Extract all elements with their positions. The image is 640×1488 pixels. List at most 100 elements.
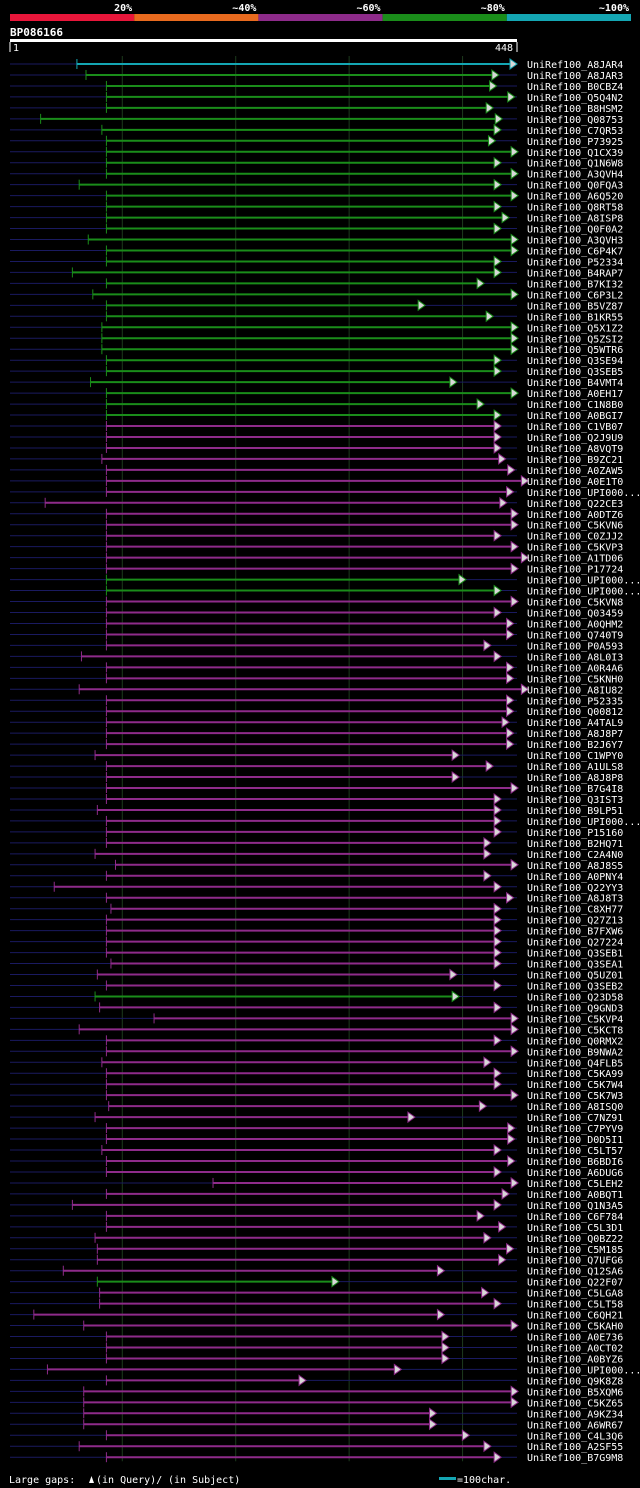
hit-label[interactable]: UniRef100_B0CBZ4 [527,82,623,93]
hit-row[interactable]: UniRef100_B4VMT4 [10,376,623,389]
hit-row[interactable]: UniRef100_Q08753 [10,112,623,126]
hit-row[interactable]: UniRef100_C1VB07 [10,420,623,433]
hit-row[interactable]: UniRef100_C6QH21 [10,1308,623,1322]
hit-row[interactable]: UniRef100_C5LGA8 [10,1286,623,1300]
hit-label[interactable]: UniRef100_B5XQM6 [527,1387,623,1398]
hit-label[interactable]: UniRef100_A1ULS8 [527,762,623,773]
hit-label[interactable]: UniRef100_Q3SE94 [527,356,623,367]
hit-row[interactable]: UniRef100_A0R4A6 [10,661,623,674]
hit-row[interactable]: UniRef100_B9ZC21 [10,452,623,466]
hit-row[interactable]: UniRef100_A0QHM2 [10,617,623,630]
hit-label[interactable]: UniRef100_A8J8T3 [527,894,623,905]
hit-label[interactable]: UniRef100_C1VB07 [527,422,623,433]
hit-label[interactable]: UniRef100_A6WR67 [527,1420,623,1431]
hit-row[interactable]: UniRef100_Q3IST3 [10,793,623,806]
hit-row[interactable]: UniRef100_A0BQT1 [10,1187,623,1201]
hit-row[interactable]: UniRef100_C5KAH0 [10,1319,623,1333]
hit-row[interactable]: UniRef100_C6P4K7 [10,244,623,257]
hit-row[interactable]: UniRef100_UPI000... [10,584,640,598]
hit-row[interactable]: UniRef100_A0CT02 [10,1341,623,1354]
hit-label[interactable]: UniRef100_P17724 [527,565,623,576]
hit-label[interactable]: UniRef100_UPI000... [527,488,640,499]
hit-row[interactable]: UniRef100_A3QVH3 [10,233,623,247]
hit-row[interactable]: UniRef100_B7KI32 [10,277,623,290]
hit-row[interactable]: UniRef100_Q3SEA1 [10,957,623,971]
hit-label[interactable]: UniRef100_Q740T9 [527,630,623,641]
hit-label[interactable]: UniRef100_Q27Z13 [527,916,623,927]
hit-row[interactable]: UniRef100_C5LT57 [10,1144,623,1157]
hit-label[interactable]: UniRef100_Q23D58 [527,992,623,1003]
hit-label[interactable]: UniRef100_B6BDI6 [527,1157,623,1168]
hit-label[interactable]: UniRef100_C5KVP4 [527,1014,623,1025]
hit-label[interactable]: UniRef100_Q2J9U9 [527,433,623,444]
hit-label[interactable]: UniRef100_A0BGI7 [527,411,623,422]
hit-row[interactable]: UniRef100_UPI000... [10,814,640,828]
hit-row[interactable]: UniRef100_C7PYV9 [10,1122,623,1135]
hit-row[interactable]: UniRef100_B1KR55 [10,310,623,323]
hit-label[interactable]: UniRef100_C5KVN6 [527,521,623,532]
hit-row[interactable]: UniRef100_B5XQM6 [10,1385,623,1398]
hit-label[interactable]: UniRef100_Q1CX39 [527,148,623,159]
hit-label[interactable]: UniRef100_Q22F07 [527,1278,623,1289]
hit-label[interactable]: UniRef100_C5KVP3 [527,543,623,554]
hit-label[interactable]: UniRef100_A0QHM2 [527,619,623,630]
hit-row[interactable]: UniRef100_C5KVN8 [10,595,623,609]
hit-row[interactable]: UniRef100_A8JAR3 [10,68,623,82]
hit-label[interactable]: UniRef100_A8ISQ0 [527,1102,623,1113]
hit-row[interactable]: UniRef100_A4TAL9 [10,716,623,729]
hit-row[interactable]: UniRef100_A0ZAW5 [10,463,623,477]
hit-row[interactable]: UniRef100_P15160 [10,825,623,839]
hit-row[interactable]: UniRef100_A0BGI7 [10,409,623,422]
hit-row[interactable]: UniRef100_A9KZ34 [10,1407,623,1420]
hit-label[interactable]: UniRef100_A3QVH3 [527,236,623,247]
hit-label[interactable]: UniRef100_Q5ZSI2 [527,334,623,345]
hit-label[interactable]: UniRef100_Q0RMX2 [527,1036,623,1047]
hit-row[interactable]: UniRef100_C2A4N0 [10,847,623,861]
hit-row[interactable]: UniRef100_Q3SEB1 [10,946,623,960]
hit-label[interactable]: UniRef100_Q3SEB5 [527,367,623,378]
hit-label[interactable]: UniRef100_B9NWA2 [527,1047,623,1058]
hit-row[interactable]: UniRef100_C5KCT8 [10,1023,623,1036]
hit-label[interactable]: UniRef100_C2A4N0 [527,850,623,861]
hit-label[interactable]: UniRef100_Q8RT58 [527,203,623,214]
hit-row[interactable]: UniRef100_A6WR67 [10,1418,623,1431]
hit-label[interactable]: UniRef100_Q27224 [527,938,623,949]
hit-label[interactable]: UniRef100_C6F784 [527,1212,623,1223]
hit-row[interactable]: UniRef100_Q2J9U9 [10,431,623,444]
hit-row[interactable]: UniRef100_UPI000... [10,1363,640,1376]
hit-label[interactable]: UniRef100_Q1N6W8 [527,159,623,170]
hit-label[interactable]: UniRef100_Q9GND3 [527,1003,623,1014]
hit-label[interactable]: UniRef100_A6DUG6 [527,1168,623,1179]
hit-label[interactable]: UniRef100_B2J6Y7 [527,740,623,751]
hit-row[interactable]: UniRef100_Q9K8Z8 [10,1374,623,1387]
hit-row[interactable]: UniRef100_UPI000... [10,485,640,499]
hit-label[interactable]: UniRef100_Q5Q4N2 [527,93,623,104]
hit-row[interactable]: UniRef100_Q22CE3 [10,496,623,510]
hit-label[interactable]: UniRef100_A8J8P7 [527,729,623,740]
hit-label[interactable]: UniRef100_B7FXW6 [527,927,623,938]
hit-row[interactable]: UniRef100_Q00812 [10,705,623,718]
hit-label[interactable]: UniRef100_A8ISP8 [527,214,623,225]
hit-label[interactable]: UniRef100_C7PYV9 [527,1124,623,1135]
hit-row[interactable]: UniRef100_Q8RT58 [10,200,623,214]
hit-label[interactable]: UniRef100_P73925 [527,137,623,148]
hit-label[interactable]: UniRef100_Q22YY3 [527,883,623,894]
hit-row[interactable]: UniRef100_C1N8B0 [10,398,623,411]
hit-row[interactable]: UniRef100_Q5Q4N2 [10,90,623,104]
hit-row[interactable]: UniRef100_B2HQ71 [10,836,623,850]
hit-row[interactable]: UniRef100_A0BYZ6 [10,1352,623,1365]
hit-row[interactable]: UniRef100_C7NZ91 [10,1111,623,1124]
hit-label[interactable]: UniRef100_A0PNY4 [527,872,623,883]
hit-label[interactable]: UniRef100_Q3SEB1 [527,949,623,960]
hit-row[interactable]: UniRef100_C6P3L2 [10,288,623,301]
hit-row[interactable]: UniRef100_C7QR53 [10,123,623,137]
hit-label[interactable]: UniRef100_Q5UZ01 [527,971,623,982]
hit-row[interactable]: UniRef100_A6DUG6 [10,1165,623,1179]
hit-label[interactable]: UniRef100_A1TD06 [527,554,623,565]
hit-label[interactable]: UniRef100_B8HSM2 [527,104,623,115]
hit-label[interactable]: UniRef100_B7G4I8 [527,784,623,795]
hit-row[interactable]: UniRef100_Q12SA6 [10,1264,623,1278]
hit-label[interactable]: UniRef100_UPI000... [527,1365,640,1376]
hit-label[interactable]: UniRef100_A0BYZ6 [527,1354,623,1365]
hit-label[interactable]: UniRef100_B7KI32 [527,279,623,290]
